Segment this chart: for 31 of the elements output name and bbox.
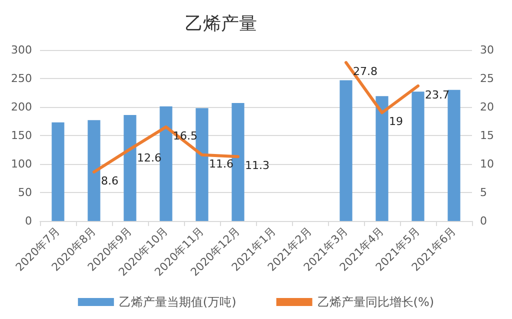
legend-label: 乙烯产量当期值(万吨) [118,295,236,309]
bar [52,122,64,221]
y2-tick-label: 10 [480,158,494,170]
y-tick-label: 150 [11,129,32,142]
y2-tick-label: 20 [480,100,494,114]
bar [124,114,136,221]
y-tick-label: 100 [11,158,32,170]
y2-tick-label: 0 [480,214,487,228]
chart-title: 乙烯产量 [185,14,257,34]
y-tick-label: 250 [11,72,32,85]
bar [196,108,208,221]
bar [232,103,244,221]
y-tick-label: 300 [11,44,32,56]
bar [448,90,460,221]
bar [88,120,100,221]
y-tick-label: 200 [11,100,32,114]
data-label: 27.8 [353,65,378,78]
data-label: 19 [389,115,403,128]
bar [412,92,424,221]
data-label: 11.3 [245,159,270,172]
y-tick-label: 50 [18,186,32,199]
bar [376,96,388,221]
y2-tick-label: 15 [480,129,494,142]
y2-tick-label: 30 [480,44,494,56]
bar [340,80,352,221]
legend-label: 乙烯产量同比增长(%) [317,295,434,309]
y2-tick-label: 25 [480,72,494,85]
y-tick-label: 0 [25,214,32,228]
data-label: 8.6 [101,174,118,188]
bar [160,106,172,221]
y2-tick-label: 5 [480,186,487,199]
